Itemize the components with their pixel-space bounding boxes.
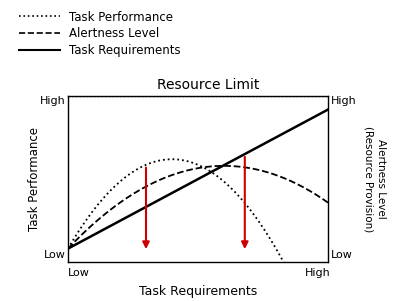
Text: Task Performance: Task Performance: [28, 127, 41, 231]
Text: Task Requirements: Task Requirements: [139, 285, 257, 298]
Text: Low: Low: [44, 250, 66, 260]
Text: Low: Low: [68, 268, 89, 278]
Text: High: High: [331, 96, 356, 106]
Text: High: High: [40, 96, 66, 106]
Text: Alertness Level
(Resource Provision): Alertness Level (Resource Provision): [364, 126, 386, 232]
Text: Resource Limit: Resource Limit: [157, 78, 259, 92]
Text: Low: Low: [331, 250, 352, 260]
Legend: Task Performance, Alertness Level, Task Requirements: Task Performance, Alertness Level, Task …: [14, 6, 186, 61]
Text: High: High: [305, 268, 330, 278]
